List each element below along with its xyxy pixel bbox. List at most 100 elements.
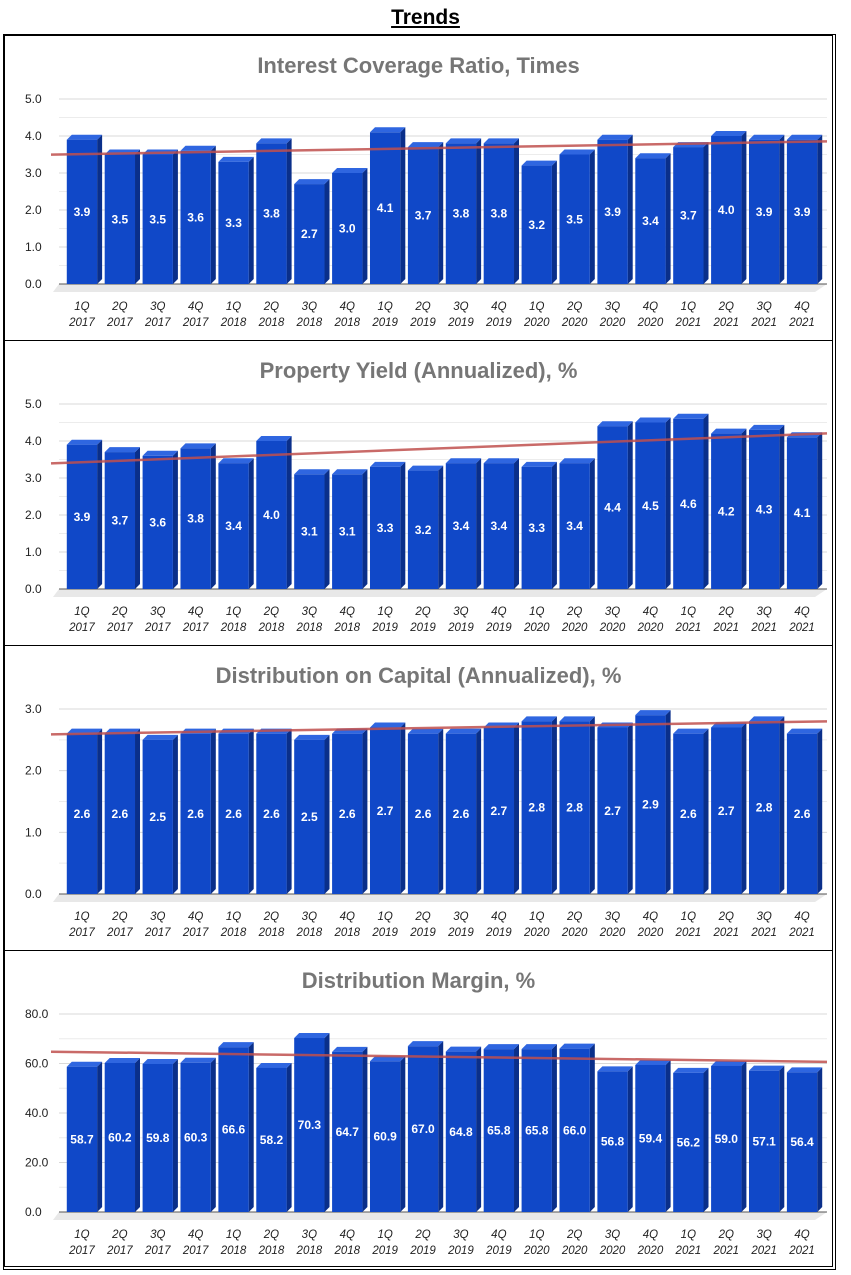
bar [445,1051,477,1212]
x-tick-quarter: 4Q [491,301,506,313]
x-tick-quarter: 4Q [491,1229,506,1241]
bar [597,727,628,894]
x-tick-quarter: 4Q [794,301,809,313]
x-tick-quarter: 1Q [529,911,544,923]
bar-side [97,1061,103,1212]
bar [218,733,249,894]
x-tick-year: 2021 [712,622,739,634]
bar [142,455,173,589]
bar-value-label: 2.7 [301,227,318,241]
x-tick-year: 2019 [371,1245,398,1257]
x-tick-year: 2017 [106,622,133,634]
chart-panel: Property Yield (Annualized), % 0.0 1.0 2.0 3… [4,340,833,646]
x-tick-quarter: 4Q [794,911,809,923]
x-tick-quarter: 4Q [188,1229,203,1241]
x-tick-quarter: 1Q [74,301,89,313]
bar-value-label: 2.6 [112,807,129,821]
x-tick-quarter: 4Q [340,606,355,618]
bar-value-label: 3.3 [377,521,394,535]
bar-side [817,432,823,589]
bar-value-label: 2.6 [263,807,280,821]
bar-side [438,728,444,894]
x-tick-year: 2017 [68,622,95,634]
x-tick-year: 2020 [523,317,550,329]
bar-value-label: 2.6 [680,807,697,821]
bar-top [369,127,406,133]
x-tick-quarter: 1Q [681,1229,696,1241]
x-tick-year: 2018 [333,317,360,329]
y-tick-label: 4.0 [25,434,42,448]
bar-top [521,160,557,166]
bar-value-label: 3.4 [566,519,583,533]
bar-side [551,1044,557,1212]
bar-top [635,417,671,423]
x-tick-year: 2017 [144,927,171,939]
x-tick-quarter: 3Q [302,301,317,313]
x-tick-quarter: 4Q [643,301,658,313]
x-tick-quarter: 3Q [150,1229,165,1241]
bar-side [286,1062,292,1212]
bar [180,150,211,284]
bar-value-label: 66.0 [563,1123,587,1137]
bar-value-label: 4.5 [642,499,659,513]
bar-side [248,156,254,284]
x-tick-quarter: 3Q [605,1229,620,1241]
bar-side [400,1056,406,1212]
bar [521,466,552,589]
bar [597,426,628,589]
x-tick-quarter: 1Q [529,301,544,313]
bar [104,733,136,894]
bar-top [180,443,216,449]
bar-value-label: 2.6 [415,807,432,821]
x-tick-year: 2021 [788,927,815,939]
x-tick-year: 2018 [220,927,247,939]
bar-top [748,424,785,430]
bar [748,1070,780,1212]
x-tick-year: 2018 [296,1245,323,1257]
bar-value-label: 65.8 [487,1124,511,1138]
x-tick-year: 2019 [447,317,474,329]
trendline [50,720,828,736]
y-tick-label: 4.0 [25,129,42,143]
bar-top [711,1060,747,1066]
x-tick-year: 2019 [371,622,398,634]
bar-value-label: 58.2 [260,1133,284,1147]
y-tick-label: 2.0 [25,764,42,778]
bar-top [635,1059,671,1065]
bar-top [407,142,444,148]
bar-side [135,728,141,894]
chart-title: Distribution Margin, % [302,968,535,993]
bar [369,132,401,284]
x-tick-quarter: 4Q [188,301,203,313]
bar [66,444,98,589]
bar [786,1072,818,1212]
x-tick-year: 2017 [182,927,209,939]
bar-side [135,447,141,589]
bar-side [665,417,671,589]
x-tick-quarter: 1Q [226,606,241,618]
x-tick-year: 2020 [523,622,550,634]
bar-top [786,728,823,734]
x-tick-year: 2018 [296,317,323,329]
bar-top [445,458,482,464]
bar-value-label: 2.7 [718,804,735,818]
x-tick-quarter: 2Q [414,911,430,923]
bar [483,143,515,284]
bar-value-label: 60.2 [108,1131,132,1145]
x-tick-quarter: 1Q [226,1229,241,1241]
chart-title: Distribution on Capital (Annualized), % [216,663,622,688]
bar [407,147,439,284]
x-tick-quarter: 4Q [643,606,658,618]
bar-side [703,728,709,894]
bar-side [286,138,292,284]
bar-top [66,1061,103,1067]
bar-value-label: 4.0 [263,508,280,522]
x-tick-quarter: 1Q [226,911,241,923]
bar [104,154,136,284]
bar-top [635,710,671,716]
x-tick-quarter: 1Q [529,606,544,618]
x-tick-year: 2021 [675,1245,702,1257]
bar-side [476,1046,482,1212]
x-tick-quarter: 2Q [566,911,582,923]
x-tick-year: 2017 [68,927,95,939]
